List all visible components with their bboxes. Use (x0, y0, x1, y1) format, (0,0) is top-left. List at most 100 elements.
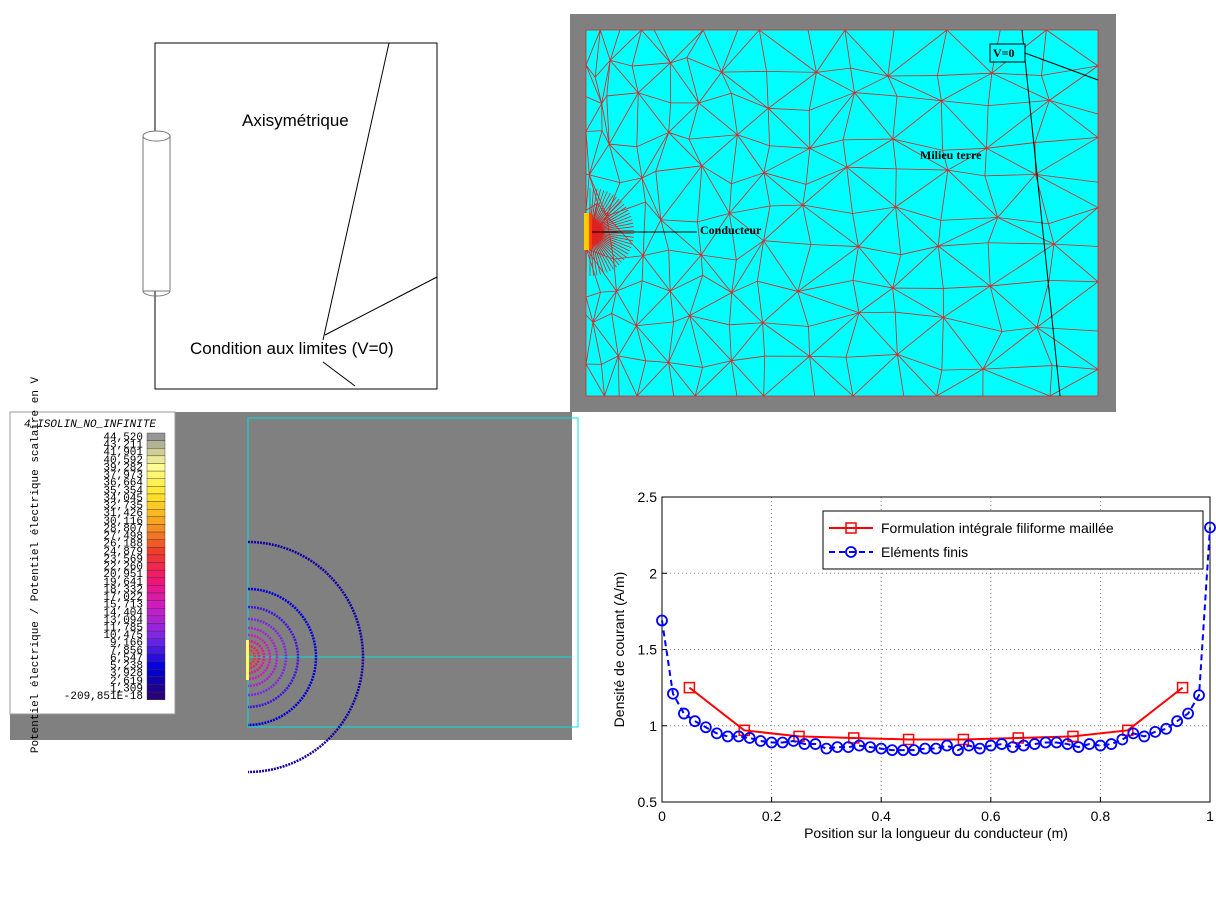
marker (930, 742, 942, 755)
isoline (247, 540, 365, 774)
colorbar-swatch (146, 509, 166, 518)
mesh-edge (636, 321, 674, 327)
mesh-edge (701, 134, 738, 167)
mesh-edge (941, 100, 987, 149)
mesh-edge (989, 285, 1003, 332)
colorbar-swatch (146, 432, 166, 441)
mesh-edge (606, 201, 646, 217)
marker (973, 742, 986, 755)
mesh-edge (887, 75, 898, 97)
mesh-edge (670, 274, 703, 292)
mesh-edge (1036, 326, 1099, 332)
marker (1149, 725, 1162, 738)
mesh-edge (589, 231, 629, 255)
mesh-edge (768, 107, 810, 111)
mesh-edge (763, 145, 770, 173)
mesh-edge (731, 292, 763, 324)
mesh-edge (668, 249, 702, 256)
mesh-edge (737, 134, 770, 147)
mesh-edge (585, 65, 603, 104)
mesh-edge (854, 75, 889, 93)
isoline (247, 617, 288, 697)
mesh-edge (636, 146, 643, 179)
colorbar-swatch (146, 676, 166, 685)
colorbar-tick-label: 37,973 (103, 470, 143, 482)
mesh-edge (617, 355, 638, 397)
marker (848, 732, 860, 744)
colorbar-tick-label: 2,619 (110, 676, 143, 688)
mesh-edge (689, 315, 732, 361)
colorbar-tick-label: 30,116 (103, 516, 143, 528)
colorbar-swatch (146, 684, 166, 693)
mesh-edge (1048, 244, 1055, 281)
mesh-edge (668, 362, 703, 368)
colorbar-tick-label: 44,520 (103, 432, 143, 444)
mesh-edge (892, 138, 897, 169)
colorbar-tick-label: 1,309 (110, 683, 143, 695)
marker (853, 739, 866, 752)
mesh-edge (589, 216, 632, 233)
colorbar-swatch (146, 585, 166, 594)
marker (765, 736, 778, 749)
series-line (688, 686, 1184, 741)
mesh-edge (936, 29, 948, 76)
marker (902, 733, 915, 746)
mesh-edge (802, 204, 859, 247)
mesh-edge (757, 280, 798, 292)
mesh-edge (729, 205, 771, 214)
colorbar-tick-label: 35,354 (103, 485, 143, 497)
mesh-edge (668, 315, 690, 363)
mesh-edge (988, 99, 1050, 107)
mesh-edge (943, 285, 991, 318)
mesh-edge (769, 145, 810, 149)
mesh-edge (763, 356, 766, 397)
mesh-edge (610, 59, 633, 67)
field-domain (247, 417, 579, 728)
mesh-edge (846, 138, 894, 168)
mesh-edge (608, 143, 643, 179)
mesh-edge (700, 213, 730, 256)
mesh-edge (731, 360, 765, 397)
mesh-edge (698, 71, 722, 104)
mesh-edge (1041, 65, 1099, 76)
mesh-edge (611, 313, 619, 357)
mesh-edge (608, 143, 621, 183)
mesh-edge (763, 172, 803, 206)
mesh-edge (729, 322, 763, 326)
isoline (247, 626, 279, 688)
mesh-edge (938, 217, 998, 247)
marker (995, 738, 1008, 750)
mesh-edge (636, 280, 643, 326)
mesh-edge (688, 134, 738, 140)
mesh-edge (589, 190, 605, 233)
mesh-edge (589, 174, 621, 183)
mesh-edge (892, 287, 944, 318)
mesh-edge (721, 29, 739, 73)
marker (908, 744, 920, 757)
isoline (247, 605, 300, 709)
label-box (989, 43, 1026, 63)
mesh-edge (941, 317, 944, 371)
mesh-edge (589, 212, 630, 233)
colorbar-tick-label: 5,238 (110, 661, 143, 673)
marker (952, 744, 964, 757)
marker (1105, 738, 1118, 750)
marker (962, 739, 975, 752)
mesh-edge (1049, 279, 1099, 283)
colorbar-tick-label: 41,901 (103, 447, 143, 459)
mesh-edge (592, 322, 619, 357)
mesh-edge (636, 290, 671, 327)
colorbar-swatch (146, 669, 166, 678)
mesh-edge (588, 143, 610, 176)
mesh-edge (645, 360, 669, 363)
mesh-edge (601, 60, 611, 104)
marker (864, 741, 877, 753)
marker (754, 735, 767, 747)
mesh-edge (887, 29, 948, 77)
mesh-edge (606, 92, 639, 97)
mesh-edge (585, 174, 590, 211)
mesh-edge (585, 173, 590, 176)
mesh-edge (858, 246, 893, 289)
y-tick-label: 1 (649, 718, 657, 734)
mesh-edge (854, 92, 894, 140)
